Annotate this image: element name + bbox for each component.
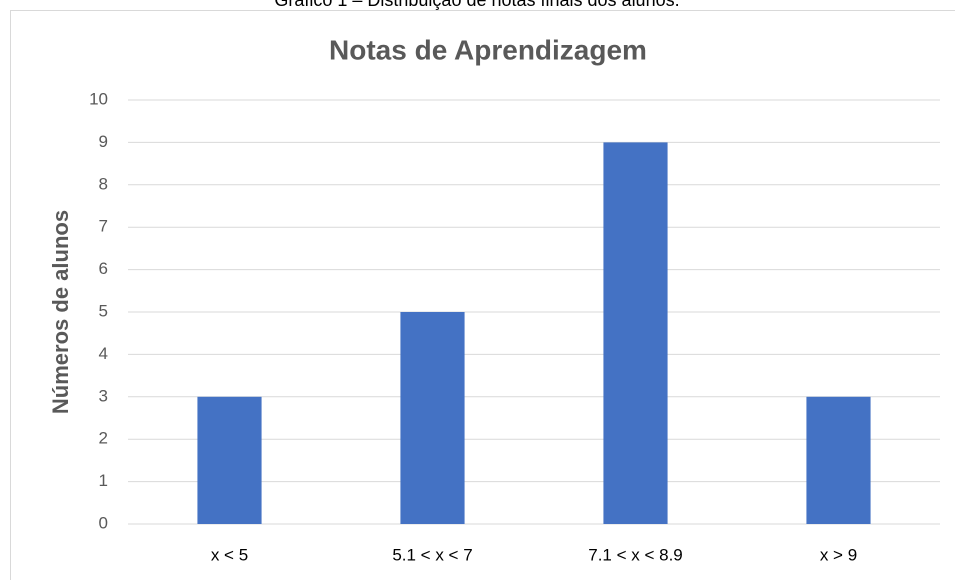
x-tick-label: 7.1 < x < 8.9 <box>588 545 683 564</box>
bar <box>197 396 262 524</box>
y-tick-label: 5 <box>99 301 108 320</box>
y-tick-label: 7 <box>99 217 108 236</box>
y-tick-label: 2 <box>99 429 108 448</box>
y-tick-label: 3 <box>99 386 108 405</box>
y-axis-label: Números de alunos <box>48 210 73 414</box>
y-tick-label: 9 <box>99 132 108 151</box>
chart-title: Notas de Aprendizagem <box>329 34 647 65</box>
y-tick-label: 0 <box>99 513 108 532</box>
x-tick-label: x < 5 <box>211 545 248 564</box>
caption: Gráfico 1 – Distribuição de notas finais… <box>274 0 679 10</box>
y-tick-label: 1 <box>99 471 108 490</box>
chart-frame <box>10 10 955 580</box>
bar <box>400 312 465 524</box>
y-tick-label: 8 <box>99 174 108 193</box>
y-tick-label: 4 <box>99 344 108 363</box>
x-tick-label: 5.1 < x < 7 <box>392 545 472 564</box>
x-tick-label: x > 9 <box>820 545 857 564</box>
bar <box>603 142 668 524</box>
bar <box>806 396 871 524</box>
y-tick-label: 6 <box>99 259 108 278</box>
y-tick-label: 10 <box>89 89 108 108</box>
